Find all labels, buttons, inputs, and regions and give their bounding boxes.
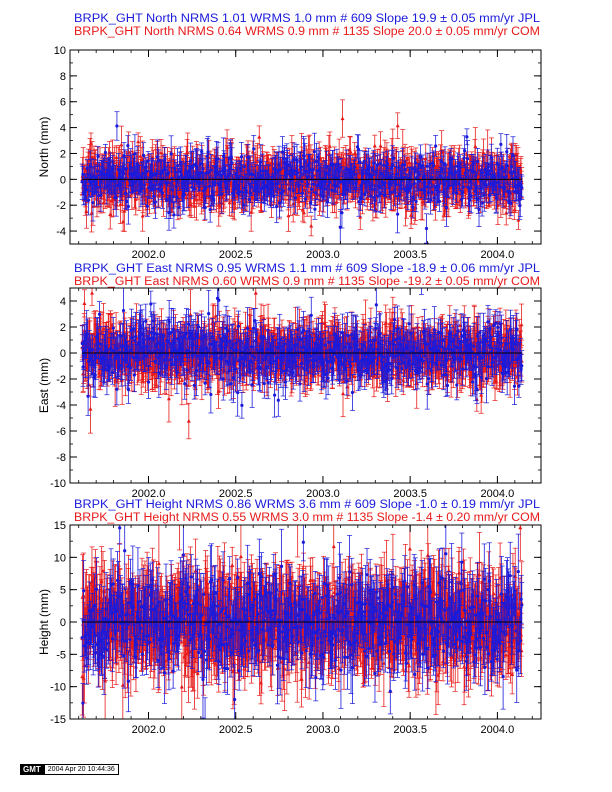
data-point bbox=[111, 196, 116, 201]
panel-north: BRPK_GHT North NRMS 1.01 WRMS 1.0 mm # 6… bbox=[37, 13, 542, 261]
data-point bbox=[155, 155, 159, 159]
series-header-north-com: BRPK_GHT North NRMS 0.64 WRMS 0.9 mm # 1… bbox=[74, 26, 540, 38]
data-point bbox=[152, 173, 156, 177]
data-point bbox=[107, 149, 112, 154]
data-point bbox=[504, 210, 509, 215]
data-point bbox=[96, 154, 100, 158]
data-point bbox=[94, 190, 99, 194]
data-point bbox=[217, 203, 222, 208]
data-point bbox=[495, 203, 500, 207]
data-point bbox=[358, 214, 363, 219]
data-point bbox=[123, 191, 128, 195]
data-point bbox=[124, 167, 129, 171]
data-point bbox=[481, 150, 486, 155]
data-point bbox=[516, 217, 521, 222]
data-point bbox=[512, 207, 517, 212]
data-point bbox=[185, 150, 190, 155]
data-point bbox=[114, 196, 118, 200]
data-point bbox=[95, 169, 100, 173]
data-point bbox=[103, 150, 107, 155]
data-point bbox=[140, 213, 145, 218]
data-point bbox=[144, 165, 148, 169]
data-point bbox=[119, 142, 124, 147]
data-point bbox=[84, 209, 89, 214]
data-point bbox=[152, 194, 156, 198]
data-point bbox=[115, 124, 119, 128]
data-point bbox=[473, 144, 478, 149]
data-point bbox=[159, 188, 163, 193]
data-point bbox=[340, 116, 345, 121]
data-point bbox=[110, 167, 115, 171]
data-point bbox=[125, 199, 129, 204]
data-point bbox=[108, 212, 113, 216]
data-point bbox=[136, 139, 141, 144]
data-point bbox=[146, 159, 150, 163]
data-point bbox=[406, 160, 411, 165]
data-point bbox=[309, 223, 314, 228]
data-point bbox=[160, 191, 165, 195]
data-point bbox=[121, 172, 126, 176]
data-point bbox=[126, 204, 130, 209]
data-point bbox=[99, 193, 103, 197]
data-point bbox=[192, 203, 197, 208]
data-point bbox=[484, 195, 489, 199]
data-point bbox=[257, 134, 262, 139]
data-point bbox=[195, 192, 200, 197]
data-point bbox=[348, 149, 353, 154]
data-point bbox=[160, 171, 164, 175]
data-point bbox=[101, 200, 106, 205]
data-point bbox=[225, 145, 230, 150]
data-point bbox=[413, 205, 418, 209]
data-point bbox=[97, 173, 102, 177]
data-point bbox=[105, 185, 109, 189]
data-point bbox=[140, 186, 144, 191]
data-point bbox=[395, 123, 400, 128]
data-point bbox=[145, 204, 149, 208]
data-point bbox=[227, 200, 232, 205]
data-point bbox=[327, 144, 332, 148]
data-point bbox=[370, 203, 375, 208]
data-point bbox=[141, 171, 145, 175]
data-point bbox=[126, 144, 130, 148]
data-point bbox=[118, 202, 123, 206]
data-point bbox=[133, 152, 137, 156]
data-point bbox=[390, 144, 395, 149]
data-point bbox=[159, 150, 164, 155]
data-point bbox=[184, 195, 189, 200]
data-point bbox=[91, 201, 95, 205]
data-point bbox=[142, 153, 146, 158]
data-point bbox=[378, 143, 383, 148]
data-point bbox=[87, 198, 91, 202]
data-point bbox=[153, 200, 157, 204]
data-point bbox=[138, 153, 143, 158]
series-header-north-jpl: BRPK_GHT North NRMS 1.01 WRMS 1.0 mm # 6… bbox=[74, 13, 541, 25]
data-point bbox=[372, 143, 377, 148]
data-point bbox=[189, 202, 194, 207]
series-north-jpl bbox=[79, 111, 525, 244]
data-point bbox=[301, 210, 306, 215]
data-point bbox=[97, 162, 102, 167]
data-point bbox=[85, 188, 89, 192]
data-point bbox=[405, 156, 410, 161]
